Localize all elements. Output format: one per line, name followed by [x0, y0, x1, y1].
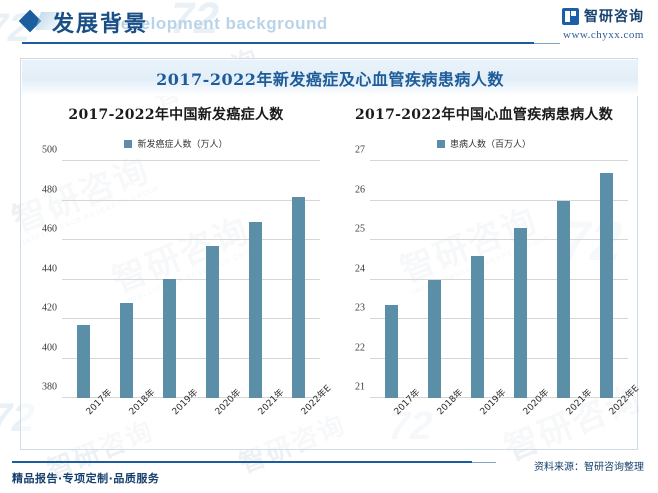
- header-rule-thin: [534, 43, 560, 44]
- bar[interactable]: [292, 196, 305, 398]
- bar[interactable]: [120, 303, 133, 398]
- gridline: [370, 318, 628, 320]
- brand-block: 智研咨询 www.chyxx.com: [562, 6, 644, 41]
- gridline: [370, 239, 628, 241]
- plot-area: 380 400 420 440 460 480 500: [42, 145, 320, 398]
- y-axis-tick-label: 400: [42, 342, 57, 354]
- zhiyan-logo-icon: [562, 7, 579, 25]
- y-axis-tick-label: 480: [42, 184, 57, 195]
- bar[interactable]: [600, 172, 613, 398]
- gridline: [370, 199, 628, 201]
- chart-subtitle-right: 2017-2022年中国心血管疾病患病人数: [354, 107, 614, 123]
- x-axis-labels: 2017年 2018年 2019年 2020年 2021年 2022年E: [370, 384, 641, 447]
- bar-chart-cancer: 新发癌症人数（万人） 380 400 420 440 460 480 500 2017年 2018…: [22, 131, 333, 449]
- bar[interactable]: [163, 278, 176, 398]
- bar[interactable]: [249, 222, 262, 398]
- gridline: [62, 278, 320, 280]
- chart-subtitle-left: 2017-2022年中国新发癌症人数: [68, 107, 284, 123]
- bar[interactable]: [206, 245, 219, 398]
- page-title: 发展背景: [52, 12, 149, 37]
- bar-chart-cardiovascular: 患病人数（百万人） 21 22 23 24 25 26 27 2017年 2018年 2019年 20…: [330, 131, 641, 449]
- y-axis-tick-label: 380: [42, 381, 57, 393]
- gridline: [370, 397, 628, 398]
- chart-legend: 新发癌症人数（万人）: [22, 137, 330, 150]
- y-axis-tick-label: 23: [355, 302, 365, 314]
- gridline: [62, 357, 320, 359]
- gridline: [370, 160, 628, 161]
- gridline: [62, 397, 320, 398]
- legend-label: 患病人数（百万人）: [449, 140, 531, 150]
- chart-legend: 患病人数（百万人）: [330, 137, 638, 150]
- bar[interactable]: [77, 324, 90, 398]
- header-title-en: Development background: [108, 14, 328, 33]
- gridline: [62, 318, 320, 320]
- bar[interactable]: [557, 200, 570, 398]
- x-axis-labels: 2017年 2018年 2019年 2020年 2021年 2022年E: [62, 384, 333, 447]
- y-axis-tick-label: 500: [42, 144, 57, 156]
- bars-group: [62, 161, 320, 398]
- subtitle-row: 2017-2022年中国新发癌症人数 2017-2022年中国心血管疾病患病人数: [22, 99, 638, 129]
- y-axis-tick-label: 26: [355, 184, 365, 195]
- plot-area: 21 22 23 24 25 26 27: [355, 145, 628, 398]
- header-rule: [22, 42, 534, 44]
- y-axis-tick-label: 420: [42, 302, 57, 314]
- card-title: 2017-2022年新发癌症及心血管疾病患病人数: [156, 70, 504, 89]
- bar[interactable]: [514, 228, 527, 398]
- bar[interactable]: [428, 279, 441, 398]
- y-axis-tick-label: 22: [355, 342, 365, 354]
- footer-rule-thin: [472, 462, 496, 463]
- y-axis-tick-label: 460: [42, 223, 57, 235]
- legend-swatch-icon: [124, 139, 133, 148]
- gridline: [370, 357, 628, 359]
- card-title-band: 2017-2022年新发癌症及心血管疾病患病人数: [22, 60, 638, 96]
- gridline: [370, 278, 628, 280]
- footer-source: 资料来源：智研咨询整理: [534, 462, 644, 473]
- gridline: [62, 160, 320, 161]
- y-axis-tick-label: 25: [355, 223, 365, 235]
- bars-group: [370, 161, 628, 398]
- y-axis-tick-label: 21: [355, 381, 365, 393]
- legend-swatch-icon: [436, 139, 445, 148]
- bar[interactable]: [471, 255, 484, 398]
- footer-tagline: 精品报告·专项定制·品质服务: [12, 472, 160, 485]
- gridline: [62, 239, 320, 241]
- brand-url: www.chyxx.com: [563, 29, 644, 41]
- gridline: [62, 199, 320, 201]
- content-card: 2017-2022年新发癌症及心血管疾病患病人数 2017-2022年中国新发癌…: [20, 58, 641, 450]
- slide-header: Development background 发展背景 智研咨询 www.chy…: [0, 0, 658, 52]
- y-axis-tick-label: 24: [355, 263, 365, 274]
- y-axis-tick-label: 440: [42, 263, 57, 274]
- slide-footer: 精品报告·专项定制·品质服务 资料来源：智研咨询整理: [0, 453, 658, 493]
- bar[interactable]: [385, 305, 398, 398]
- legend-label: 新发癌症人数（万人）: [137, 140, 228, 150]
- footer-rule: [12, 461, 472, 463]
- charts-row: 新发癌症人数（万人） 380 400 420 440 460 480 500 2017年 2018…: [22, 131, 641, 449]
- brand-name: 智研咨询: [584, 9, 644, 25]
- y-axis-tick-label: 27: [355, 144, 365, 156]
